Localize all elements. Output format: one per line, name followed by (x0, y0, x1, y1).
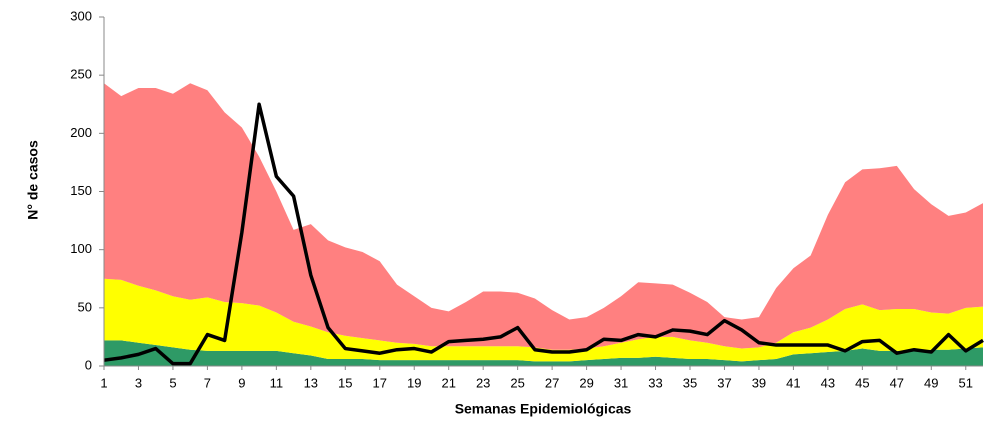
x-tick-label: 27 (545, 375, 559, 390)
y-tick-label: 300 (70, 8, 92, 23)
x-tick-label: 5 (169, 375, 176, 390)
x-tick-label: 47 (890, 375, 904, 390)
x-tick-label: 21 (441, 375, 455, 390)
y-tick-label: 200 (70, 125, 92, 140)
y-axis-title: N° de casos (25, 140, 41, 220)
x-tick-label: 51 (959, 375, 973, 390)
x-tick-label: 3 (135, 375, 142, 390)
x-tick-label: 45 (855, 375, 869, 390)
x-tick-label: 29 (579, 375, 593, 390)
x-tick-label: 37 (717, 375, 731, 390)
x-tick-label: 35 (683, 375, 697, 390)
x-tick-label: 11 (270, 375, 284, 390)
y-tick-label: 50 (78, 299, 92, 314)
x-tick-label: 39 (752, 375, 766, 390)
x-tick-label: 31 (614, 375, 628, 390)
y-tick-label: 150 (70, 183, 92, 198)
x-tick-label: 1 (100, 375, 107, 390)
x-tick-label: 7 (204, 375, 211, 390)
x-axis-title: Semanas Epidemiológicas (455, 401, 632, 417)
x-tick-label: 9 (238, 375, 245, 390)
x-tick-label: 19 (407, 375, 421, 390)
x-tick-label: 49 (924, 375, 938, 390)
area (104, 278, 983, 362)
x-tick-label: 25 (510, 375, 524, 390)
x-tick-label: 13 (304, 375, 318, 390)
x-tick-label: 33 (648, 375, 662, 390)
x-tick-label: 41 (786, 375, 800, 390)
y-tick-label: 0 (85, 357, 92, 372)
x-tick-label: 43 (821, 375, 835, 390)
x-tick-label: 17 (373, 375, 387, 390)
area (104, 83, 983, 350)
x-tick-label: 15 (338, 375, 352, 390)
y-tick-label: 250 (70, 67, 92, 82)
y-tick-label: 100 (70, 241, 92, 256)
line (103, 102, 984, 366)
area (104, 340, 983, 366)
x-tick-label: 23 (476, 375, 490, 390)
